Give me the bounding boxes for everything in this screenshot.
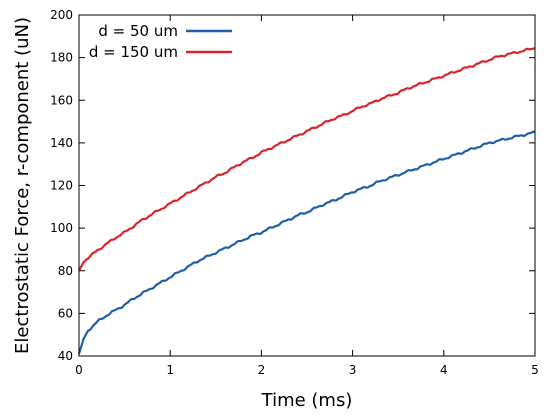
y-tick-label: 100 [50,221,73,235]
axis-ticks [78,14,536,357]
plot-area-frame [78,14,536,357]
x-tick-label: 4 [440,363,448,377]
legend: d = 50 um d = 150 um [89,22,232,61]
y-tick-label: 180 [50,51,73,65]
x-tick-label: 5 [531,363,539,377]
series-line-d50 [77,130,536,355]
y-tick-label: 60 [58,306,73,320]
series-line-d150 [78,47,536,272]
series-lines [77,47,536,355]
legend-label-d50: d = 50 um [98,22,178,40]
x-tick-label: 0 [75,363,83,377]
x-axis-label: Time (ms) [261,390,353,411]
x-tick-label: 3 [349,363,357,377]
y-tick-label: 120 [50,179,73,193]
y-axis-label: Electrostatic Force, r-component (uN) [12,17,33,354]
tick-labels: 0 1 2 3 4 5 40 60 80 100 120 140 160 180 200 [50,8,539,377]
y-tick-label: 80 [58,264,73,278]
x-tick-label: 1 [166,363,174,377]
y-tick-label: 200 [50,8,73,22]
y-tick-label: 160 [50,93,73,107]
x-tick-label: 2 [258,363,266,377]
y-tick-label: 40 [58,349,73,363]
legend-label-d150: d = 150 um [89,43,178,61]
y-tick-label: 140 [50,136,73,150]
